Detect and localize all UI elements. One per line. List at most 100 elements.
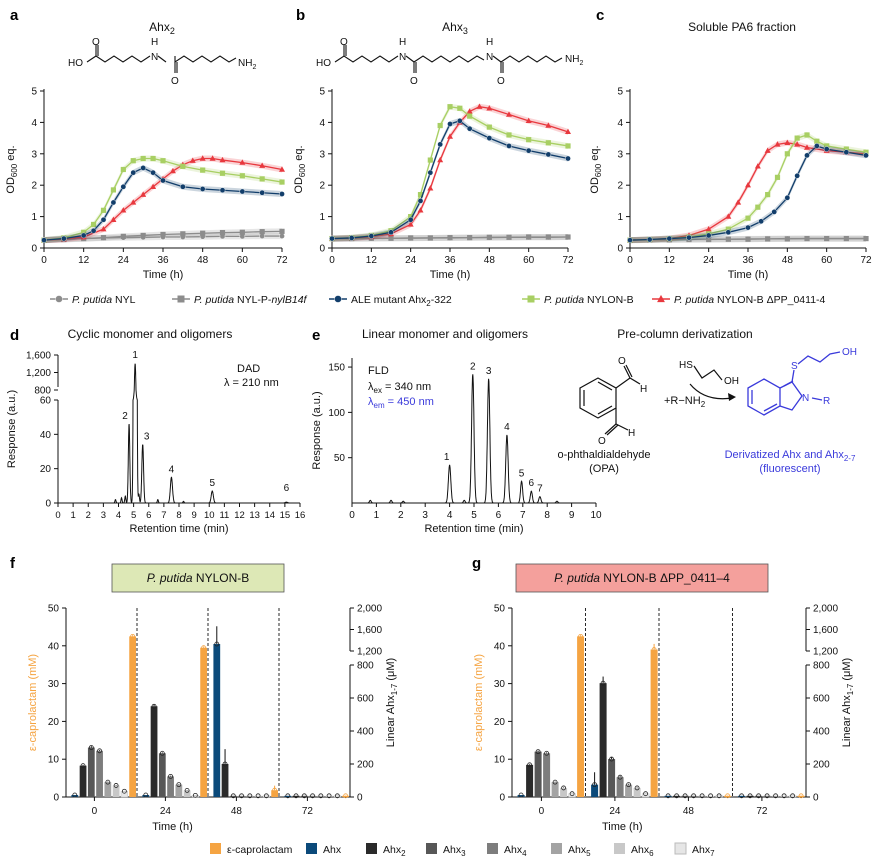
panel-label-e: e — [312, 327, 320, 344]
data-point-ale — [486, 135, 493, 141]
data-point-nylonb — [150, 155, 156, 162]
right-tick-label: 600 — [357, 694, 374, 705]
x-tick-label: 10 — [590, 510, 602, 521]
data-point-nylonb — [239, 173, 245, 179]
replicate-point-ahx6 — [113, 783, 119, 788]
data-point-ale — [457, 118, 463, 124]
data-point-nyl_nylb — [219, 230, 226, 236]
x-tick-label: 0 — [349, 510, 355, 521]
growth-legend: P. putida NYL P. putida NYL-P-nylB14f ALE … — [50, 294, 826, 308]
data-point-nylonb_del — [120, 207, 127, 213]
y-tick-label: 4 — [617, 118, 623, 129]
bar-ahx4 — [763, 795, 771, 797]
replicate-point-ahx3 — [301, 793, 307, 799]
data-point-nylonb — [863, 149, 869, 155]
replicate-point-ahx — [592, 782, 597, 788]
ahx3-atom-o1: O — [340, 37, 348, 48]
bar-ahx3 — [681, 795, 689, 797]
data-point-nylonb_del — [774, 141, 781, 147]
ahx3-atom-nh2: NH2 — [565, 54, 583, 67]
legend-label-ahx2: Ahx2 — [383, 844, 406, 858]
x-tick-label: 8 — [544, 510, 550, 521]
bar-caprolactam — [797, 795, 805, 797]
opa-atom-o1: O — [618, 356, 626, 367]
panel-label-d: d — [10, 327, 19, 344]
data-point-nyl_nylb — [765, 236, 771, 242]
right-tick-label: 1,200 — [357, 647, 382, 658]
x-tick-label: 72 — [562, 255, 574, 266]
data-point-nylonb_del — [447, 133, 453, 139]
replicate-point-ahx2 — [674, 793, 679, 799]
ahx2-atom-ho: HO — [68, 58, 83, 69]
x-tick-label: 1 — [374, 510, 380, 521]
bar-legend: ε-caprolactam Ahx Ahx2 Ahx3 Ahx4 Ahx5 Ahx6 Ahx7 — [210, 842, 715, 858]
x-axis-label: Time (h) — [152, 821, 193, 833]
data-point-nylonb_del — [735, 199, 742, 205]
data-point-nylonb — [120, 166, 126, 173]
x-tick-label: 72 — [756, 806, 768, 817]
panel-label-c: c — [596, 7, 604, 24]
data-point-nyl_nylb — [486, 234, 492, 240]
data-point-nylonb — [804, 132, 810, 138]
y-tick-label: 0 — [319, 244, 325, 255]
bar-ahx3 — [229, 795, 237, 797]
data-point-ale — [466, 125, 473, 132]
data-point-nylonb_del — [476, 103, 483, 109]
x-tick-label: 6 — [496, 510, 502, 521]
replicate-point-ahx5 — [247, 793, 253, 799]
replicate-point-ahx2 — [222, 761, 228, 767]
ahx3-atom-o3: O — [497, 76, 505, 87]
replicate-point-ahx6 — [781, 793, 787, 799]
legend-label-nyl_nylb: P. putida NYL-P-nylB14f — [194, 294, 308, 306]
data-point-nyl_nylb — [388, 235, 394, 241]
data-point-nylonb_del — [239, 159, 246, 165]
ahx3-atom-h2: H — [486, 37, 493, 48]
left-tick-label: 40 — [494, 641, 506, 652]
x-tick-label: 3 — [422, 510, 428, 521]
replicate-point-ahx5 — [552, 779, 558, 785]
data-point-nyl_nylb — [863, 235, 869, 242]
series-band-nylonb — [44, 155, 282, 244]
bar-ahx7 — [120, 791, 128, 798]
data-point-ale — [130, 169, 137, 176]
data-point-nylonb — [100, 207, 107, 213]
y-tick-label: 3 — [319, 149, 325, 160]
legend-label-nylonb: P. putida NYLON-B — [544, 294, 634, 306]
data-point-nylonb_del — [725, 213, 732, 219]
legend-swatch-ahx5 — [551, 843, 562, 854]
bar-ahx5 — [317, 795, 325, 797]
bar-ahx3 — [87, 747, 95, 797]
bar-ahx5 — [772, 795, 780, 797]
data-point-nyl_nylb — [725, 236, 731, 242]
replicate-point-ahx7 — [790, 793, 795, 799]
data-point-nylonb_del — [565, 128, 571, 135]
x-tick-label: 24 — [703, 255, 715, 266]
data-point-nylonb — [140, 155, 146, 162]
data-point-nylonb — [486, 124, 492, 130]
x-tick-label: 60 — [523, 255, 535, 266]
replicate-point-ahx2 — [527, 762, 532, 768]
bar-ahx3 — [534, 751, 542, 797]
x-tick-label: 15 — [280, 510, 291, 521]
bar-ahx3 — [608, 759, 616, 797]
y-axis-label: OD600 eq. — [589, 145, 603, 193]
data-point-nyl_nylb — [447, 235, 453, 241]
left-tick-label: 10 — [48, 755, 60, 766]
legend-swatch-ahx7 — [674, 842, 687, 855]
product-atom-n: N — [802, 393, 809, 404]
data-point-ale — [506, 143, 512, 149]
data-point-ale — [199, 186, 206, 192]
data-point-nyl_nylb — [140, 232, 146, 239]
legend-label-ahx7: Ahx7 — [692, 844, 715, 858]
y-tick-label: 2 — [319, 181, 325, 192]
right-tick-label: 400 — [813, 727, 830, 738]
bar-caprolactam — [200, 647, 208, 797]
bar-ahx4 — [690, 795, 698, 797]
data-point-nylonb_del — [209, 155, 216, 161]
peak-label-3: 3 — [486, 366, 492, 377]
data-point-ale — [745, 224, 751, 231]
data-point-ale — [239, 188, 246, 195]
peak-label-5: 5 — [209, 478, 215, 489]
